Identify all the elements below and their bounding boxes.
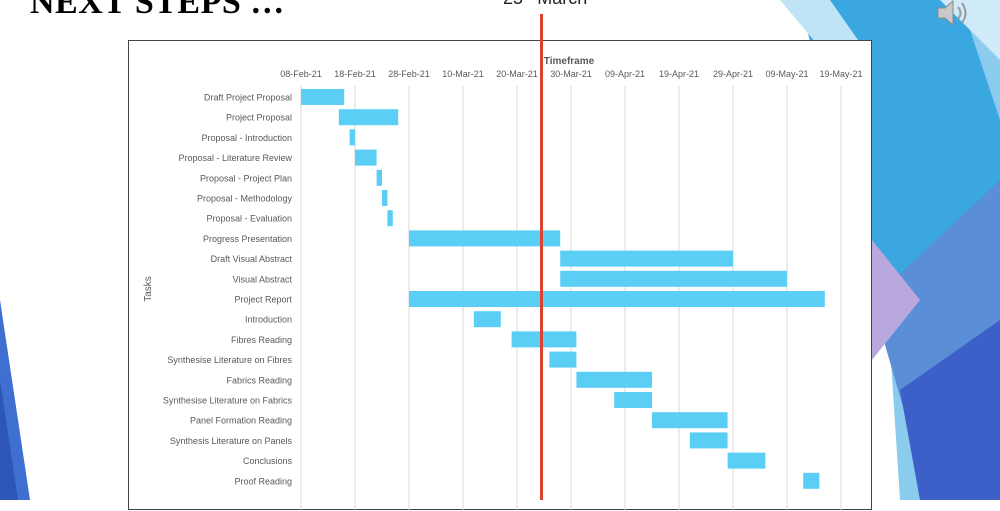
- task-label: Introduction: [245, 315, 292, 325]
- task-bar: [409, 230, 561, 247]
- task-label: Synthesise Literature on Fibres: [167, 355, 292, 365]
- task-label: Visual Abstract: [233, 274, 293, 284]
- task-bar: [560, 250, 733, 267]
- task-bar: [652, 412, 728, 429]
- task-bar: [727, 452, 766, 469]
- task-bar: [614, 392, 652, 408]
- task-bar: [803, 472, 820, 489]
- x-tick-label: 19-May-21: [819, 69, 862, 79]
- y-axis-label: Tasks: [143, 276, 154, 302]
- x-tick-label: 30-Mar-21: [550, 69, 592, 79]
- gantt-chart: Timeframe Tasks 08-Feb-21 18-Feb-21 28-Feb-2…: [143, 56, 863, 511]
- chart-title: Timeframe: [544, 56, 595, 67]
- x-tick-label: 08-Feb-21: [280, 69, 322, 79]
- task-label: Synthesis Literature on Panels: [170, 436, 293, 446]
- x-tick-label: 29-Apr-21: [713, 69, 753, 79]
- task-label: Draft Project Proposal: [204, 93, 292, 103]
- task-bar: [338, 109, 399, 126]
- task-label: Proposal - Methodology: [197, 194, 293, 204]
- task-bar: [349, 129, 355, 146]
- task-bar: [511, 331, 577, 348]
- x-tick-label: 09-Apr-21: [605, 69, 645, 79]
- task-bar: [409, 291, 825, 307]
- task-label: Fibres Reading: [231, 335, 292, 345]
- current-date-marker: [540, 14, 543, 500]
- x-tick-label: 18-Feb-21: [334, 69, 376, 79]
- date-annotation-day: 25: [503, 0, 523, 8]
- x-tick-label: 09-May-21: [765, 69, 808, 79]
- date-annotation: 25th March: [503, 0, 587, 9]
- task-label: Project Proposal: [226, 113, 292, 123]
- task-label: Synthesise Literature on Fabrics: [163, 396, 293, 406]
- x-tick-label: 10-Mar-21: [442, 69, 484, 79]
- task-label: Draft Visual Abstract: [211, 254, 293, 264]
- x-tick-label: 19-Apr-21: [659, 69, 699, 79]
- task-bar: [549, 351, 577, 368]
- task-bar: [376, 169, 382, 186]
- x-tick-label: 28-Feb-21: [388, 69, 430, 79]
- task-label: Proposal - Literature Review: [178, 153, 292, 163]
- task-bar: [387, 210, 393, 227]
- task-bar: [301, 89, 345, 105]
- task-bar: [382, 190, 388, 206]
- task-bar: [576, 371, 652, 388]
- speaker-icon[interactable]: [936, 0, 972, 28]
- date-annotation-month: March: [537, 0, 587, 8]
- task-label: Conclusions: [243, 456, 293, 466]
- task-label: Proof Reading: [234, 476, 292, 486]
- task-label: Fabrics Reading: [226, 375, 292, 385]
- task-label: Proposal - Introduction: [201, 133, 292, 143]
- task-bar: [473, 311, 501, 328]
- task-label: Proposal - Project Plan: [200, 173, 292, 183]
- gantt-chart-panel: Timeframe Tasks 08-Feb-21 18-Feb-21 28-Feb-2…: [128, 40, 872, 511]
- task-bar: [560, 270, 787, 287]
- task-label: Progress Presentation: [203, 234, 292, 244]
- slide-title: NEXT STEPS …: [30, 0, 285, 21]
- x-tick-label: 20-Mar-21: [496, 69, 538, 79]
- task-label: Panel Formation Reading: [190, 416, 292, 426]
- task-label: Proposal - Evaluation: [206, 214, 292, 224]
- task-bar: [689, 432, 728, 449]
- task-bar: [355, 149, 377, 166]
- task-label: Project Report: [234, 295, 292, 305]
